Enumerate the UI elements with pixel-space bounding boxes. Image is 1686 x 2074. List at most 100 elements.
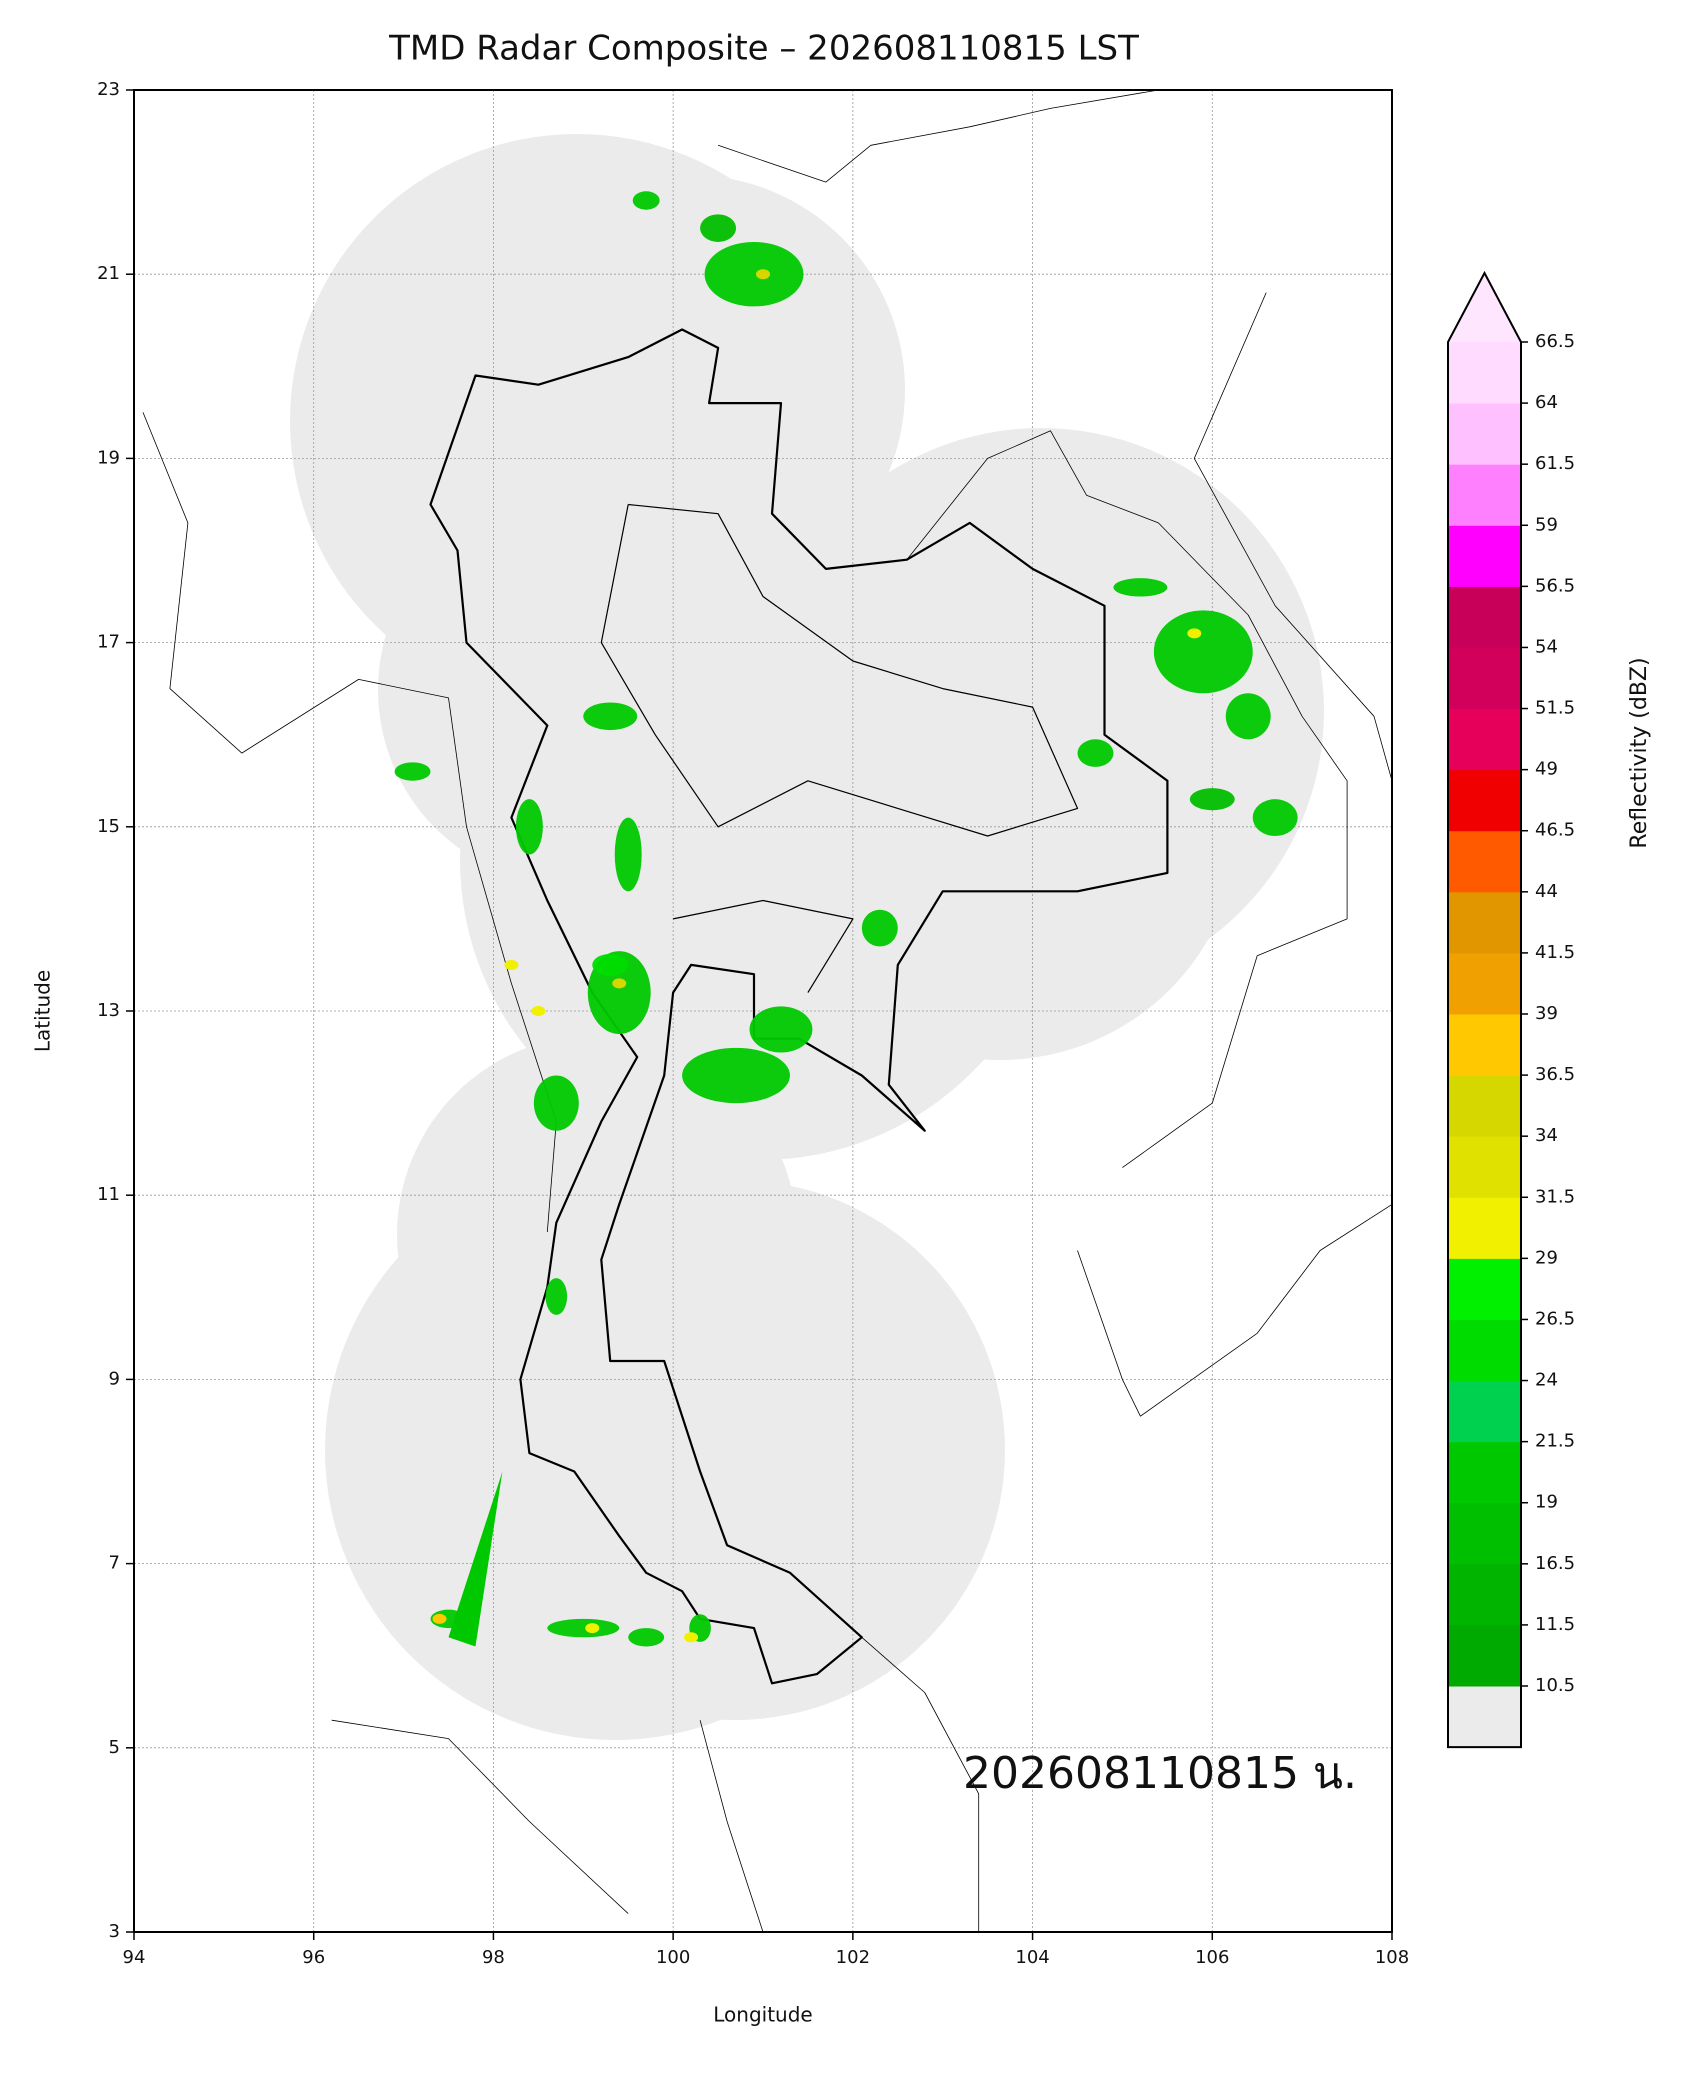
province-border xyxy=(600,503,1079,837)
colorbar-tick-label: 56.5 xyxy=(1535,575,1575,596)
echo xyxy=(583,702,638,731)
y-tick-label: 11 xyxy=(97,1184,120,1205)
colorbar-tick-label: 10.5 xyxy=(1535,1675,1575,1696)
colorbar-under xyxy=(1448,1686,1521,1748)
echo-core xyxy=(504,959,519,970)
colorbar-segment xyxy=(1448,1624,1521,1687)
echo xyxy=(547,1618,620,1638)
x-tick-label: 108 xyxy=(1375,1947,1409,1968)
x-tick-label: 100 xyxy=(656,1947,690,1968)
y-tick-label: 9 xyxy=(109,1368,120,1389)
colorbar-tick-label: 49 xyxy=(1535,759,1558,780)
y-tick-label: 3 xyxy=(109,1921,120,1942)
colorbar-tick-label: 34 xyxy=(1535,1125,1558,1146)
x-axis-label: Longitude xyxy=(713,2003,812,2027)
coastline xyxy=(331,1719,629,1914)
colorbar-segment xyxy=(1448,830,1521,893)
echo xyxy=(1189,788,1235,811)
y-tick-label: 13 xyxy=(97,1000,120,1021)
colorbar-tick-label: 39 xyxy=(1535,1003,1558,1024)
echo xyxy=(1252,799,1298,837)
echo-spike xyxy=(448,1471,503,1647)
colorbar-tick-label: 31.5 xyxy=(1535,1186,1575,1207)
colorbar-segment xyxy=(1448,952,1521,1015)
colorbar-extension xyxy=(1448,273,1521,342)
colorbar-segment xyxy=(1448,342,1521,404)
colorbar-tick-label: 11.5 xyxy=(1535,1614,1575,1635)
echo-core xyxy=(612,978,627,989)
echo xyxy=(545,1278,568,1315)
radar-echoes xyxy=(394,191,1298,1647)
colorbar-tick-label: 51.5 xyxy=(1535,698,1575,719)
echo xyxy=(700,214,737,242)
colorbar-segment xyxy=(1448,1563,1521,1626)
colorbar-segment xyxy=(1448,647,1521,710)
colorbar-segment xyxy=(1448,525,1521,587)
y-tick-label: 5 xyxy=(109,1737,120,1758)
x-tick-label: 94 xyxy=(123,1947,146,1968)
colorbar-tick-label: 24 xyxy=(1535,1370,1558,1391)
colorbar-segment xyxy=(1448,403,1521,465)
x-tick-label: 106 xyxy=(1195,1947,1229,1968)
coastline xyxy=(699,1720,764,1933)
echo-core xyxy=(684,1632,699,1643)
country-border xyxy=(717,89,1159,183)
colorbar-tick-label: 64 xyxy=(1535,392,1558,413)
x-tick-label: 102 xyxy=(836,1947,870,1968)
colorbar-segment xyxy=(1448,586,1521,648)
timestamp-annotation: 202608110815 น. xyxy=(963,1748,1357,1799)
colorbar-segment xyxy=(1448,464,1521,526)
y-tick-label: 15 xyxy=(97,816,120,837)
colorbar-tick-label: 54 xyxy=(1535,636,1558,657)
colorbar-segment xyxy=(1448,891,1521,954)
colorbar-label: Reflectivity (dBZ) xyxy=(1627,657,1652,848)
coastline xyxy=(1077,1204,1393,1417)
echo xyxy=(749,1006,813,1053)
colorbar-segment xyxy=(1448,1380,1521,1443)
x-tick-label: 104 xyxy=(1015,1947,1049,1968)
colorbar-frame xyxy=(1447,270,1522,1749)
colorbar-tick-label: 41.5 xyxy=(1535,942,1575,963)
colorbar-segment xyxy=(1448,1075,1521,1137)
colorbar-tick-label: 16.5 xyxy=(1535,1553,1575,1574)
colorbar-segment xyxy=(1448,1441,1521,1504)
colorbar-segment xyxy=(1448,708,1521,771)
province-border xyxy=(672,899,854,993)
thailand-border xyxy=(429,328,1169,1685)
coastline xyxy=(861,1636,980,1932)
y-tick-label: 7 xyxy=(109,1553,120,1574)
colorbar-segment xyxy=(1448,1319,1521,1382)
colorbar-tick-label: 21.5 xyxy=(1535,1431,1575,1452)
country-border xyxy=(906,430,1348,1168)
colorbar-tick-label: 44 xyxy=(1535,881,1558,902)
colorbar: 10.5 11.5 16.5 19 21.5 24 26.5 29 31.5 34 36.5 39 41… xyxy=(1447,270,1575,1749)
colorbar-tick-label: 61.5 xyxy=(1535,453,1575,474)
x-tick-label: 98 xyxy=(482,1947,505,1968)
echo xyxy=(682,1047,790,1104)
colorbar-segment xyxy=(1448,1197,1521,1259)
colorbar-tick-label: 46.5 xyxy=(1535,820,1575,841)
axes: 94 96 98 100 102 104 106 108 3 5 7 9 11 13 15 17 19 21 23 xyxy=(97,79,1409,1968)
colorbar-segment xyxy=(1448,1014,1521,1076)
echo xyxy=(1153,610,1253,694)
colorbar-tick-label: 66.5 xyxy=(1535,331,1575,352)
y-tick-label: 21 xyxy=(97,263,120,284)
colorbar-segment xyxy=(1448,1502,1521,1565)
colorbar-tick-label: 36.5 xyxy=(1535,1064,1575,1085)
echo xyxy=(1113,578,1168,597)
echo-core xyxy=(756,269,770,280)
echo xyxy=(515,799,543,855)
y-tick-label: 17 xyxy=(97,632,120,653)
colorbar-tick-label: 59 xyxy=(1535,514,1558,535)
y-tick-label: 23 xyxy=(97,79,120,100)
echo-core xyxy=(1187,628,1202,639)
echo xyxy=(628,1628,665,1647)
echo xyxy=(614,817,642,892)
coastline xyxy=(142,412,557,1233)
echo xyxy=(861,909,898,947)
echo xyxy=(704,241,804,307)
colorbar-segment xyxy=(1448,1258,1521,1320)
echo xyxy=(592,953,629,977)
map-title: TMD Radar Composite – 202608110815 LST xyxy=(388,29,1139,69)
